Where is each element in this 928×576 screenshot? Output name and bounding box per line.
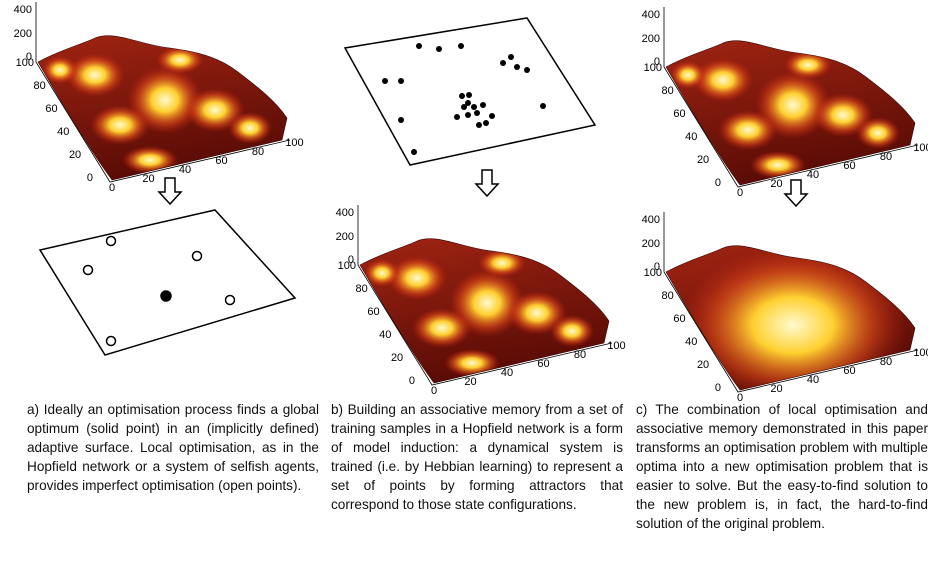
solution-plane xyxy=(40,210,295,355)
y-tick-label: 20 xyxy=(697,154,709,166)
x-tick-label: 100 xyxy=(285,137,303,149)
y-tick-label: 40 xyxy=(379,329,391,341)
y-tick-label: 80 xyxy=(356,283,368,295)
surface-peak xyxy=(478,249,526,277)
surface-peak xyxy=(550,315,594,347)
y-tick-label: 40 xyxy=(685,336,697,348)
surface-peak xyxy=(444,349,500,377)
y-tick-label: 0 xyxy=(715,177,721,189)
z-tick-label: 200 xyxy=(642,238,660,250)
y-tick-label: 60 xyxy=(45,103,57,115)
x-tick-label: 20 xyxy=(464,376,476,388)
caption: c) The combination of local optimisation… xyxy=(636,400,928,533)
y-tick-label: 100 xyxy=(338,260,356,272)
y-tick-label: 100 xyxy=(16,57,34,69)
x-tick-label: 0 xyxy=(431,385,437,397)
surface-peak xyxy=(90,105,150,145)
surface-peak xyxy=(718,110,778,150)
y-tick-label: 80 xyxy=(662,290,674,302)
x-tick-label: 20 xyxy=(142,173,154,185)
x-tick-label: 0 xyxy=(109,182,115,194)
z-tick-label: 400 xyxy=(642,9,660,21)
caption: a) Ideally an optimisation process finds… xyxy=(27,400,319,495)
x-tick-label: 80 xyxy=(880,151,892,163)
surface-peak xyxy=(122,146,178,174)
y-tick-label: 20 xyxy=(697,359,709,371)
surface-peaks xyxy=(678,245,908,405)
y-tick-label: 0 xyxy=(87,172,93,184)
x-tick-label: 40 xyxy=(807,169,819,181)
x-tick-label: 80 xyxy=(880,356,892,368)
surface-peak xyxy=(750,151,806,179)
x-tick-label: 60 xyxy=(843,365,855,377)
x-tick-label: 60 xyxy=(215,155,227,167)
y-tick-label: 40 xyxy=(57,126,69,138)
page: 0200400020406080100020406080100020040002… xyxy=(0,0,928,576)
x-tick-label: 40 xyxy=(179,164,191,176)
y-tick-label: 80 xyxy=(34,80,46,92)
x-tick-label: 100 xyxy=(913,142,928,154)
y-tick-label: 60 xyxy=(673,108,685,120)
x-tick-label: 80 xyxy=(252,146,264,158)
y-tick-label: 100 xyxy=(644,267,662,279)
z-tick-label: 200 xyxy=(14,28,32,40)
z-tick-label: 200 xyxy=(336,231,354,243)
z-tick-label: 400 xyxy=(336,207,354,219)
y-tick-label: 40 xyxy=(685,131,697,143)
x-tick-label: 20 xyxy=(770,383,782,395)
x-tick-label: 100 xyxy=(913,347,928,359)
x-tick-label: 60 xyxy=(537,358,549,370)
y-tick-label: 20 xyxy=(69,149,81,161)
x-tick-label: 40 xyxy=(501,367,513,379)
surface-peak xyxy=(856,117,900,149)
y-tick-label: 20 xyxy=(391,352,403,364)
x-tick-label: 60 xyxy=(843,160,855,172)
x-tick-label: 20 xyxy=(770,178,782,190)
z-tick-label: 400 xyxy=(642,214,660,226)
x-tick-label: 0 xyxy=(737,187,743,199)
surface-peak xyxy=(228,112,272,144)
y-tick-label: 60 xyxy=(673,313,685,325)
surface-peak xyxy=(784,51,832,79)
y-tick-label: 100 xyxy=(644,62,662,74)
y-tick-label: 80 xyxy=(662,85,674,97)
x-tick-label: 100 xyxy=(607,340,625,352)
arrow xyxy=(159,170,807,206)
y-tick-label: 60 xyxy=(367,306,379,318)
z-tick-label: 200 xyxy=(642,33,660,45)
surface-peak xyxy=(156,46,204,74)
y-tick-label: 0 xyxy=(409,375,415,387)
x-tick-label: 40 xyxy=(807,374,819,386)
z-tick-label: 400 xyxy=(14,4,32,16)
training-plane xyxy=(345,18,595,165)
y-tick-label: 0 xyxy=(715,382,721,394)
surface-peak xyxy=(412,308,472,348)
caption: b) Building an associative memory from a… xyxy=(331,400,623,514)
surface-peak xyxy=(678,245,908,405)
x-tick-label: 80 xyxy=(574,349,586,361)
